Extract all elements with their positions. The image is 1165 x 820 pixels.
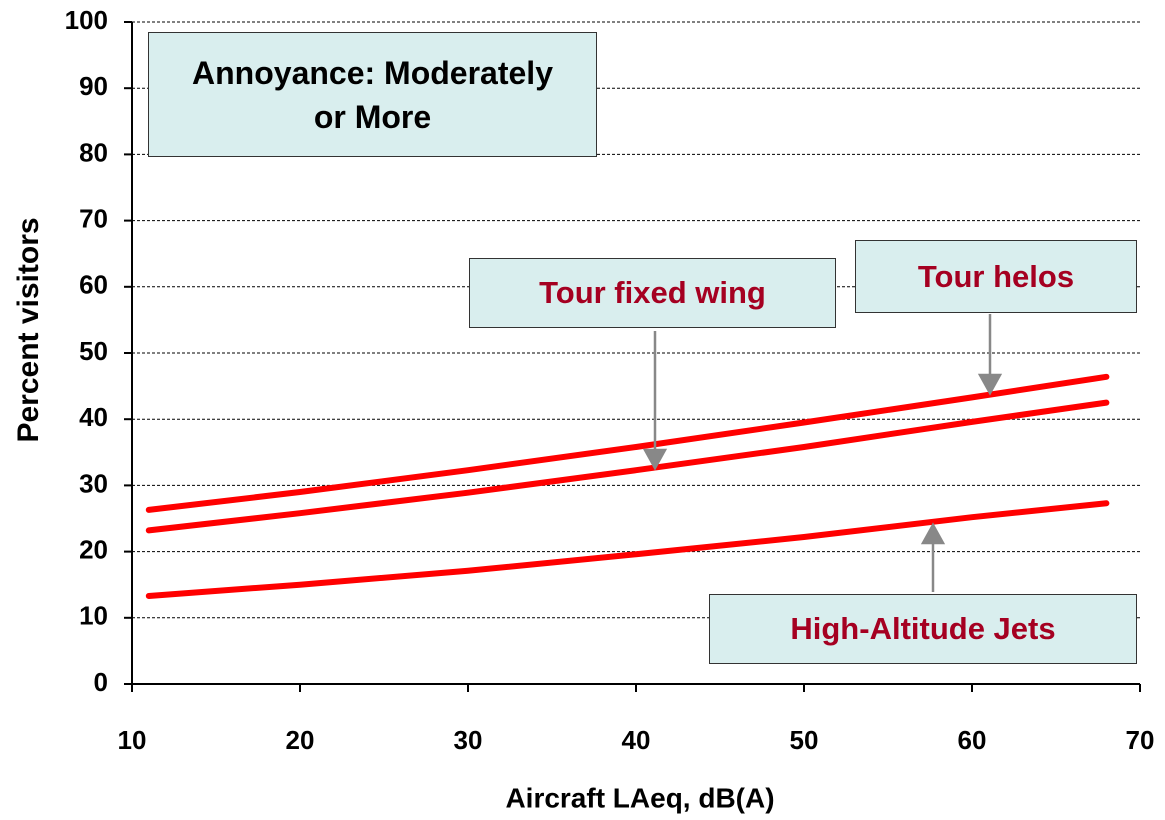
x-tick-label: 30: [454, 725, 483, 755]
arrow-head: [977, 373, 1003, 396]
x-tick-label: 10: [118, 725, 147, 755]
y-axis-label: Percent visitors: [12, 217, 45, 442]
annotation: High-Altitude Jets: [709, 594, 1137, 664]
x-tick-label: 70: [1126, 725, 1155, 755]
y-tick-label: 70: [79, 203, 108, 233]
title-box: Annoyance: Moderately or More: [148, 32, 597, 157]
y-tick-label: 20: [79, 534, 108, 564]
x-tick-label: 60: [958, 725, 987, 755]
series-line: [145, 500, 1110, 599]
arrows: [642, 314, 1003, 592]
y-tick-label: 60: [79, 270, 108, 300]
arrow-head: [642, 448, 668, 471]
annotation: Tour helos: [855, 240, 1137, 313]
x-axis-label: Aircraft LAeq, dB(A): [505, 782, 774, 813]
series-line: [145, 399, 1110, 534]
annotation: Tour fixed wing: [469, 258, 836, 328]
y-tick-label: 0: [94, 667, 108, 697]
arrow-head: [920, 522, 946, 545]
series-line: [145, 373, 1110, 513]
y-tick-label: 90: [79, 71, 108, 101]
plot: 0 10 20 30 40 50 60 70 80 90 100 10 20 30 40 50 60 70: [65, 5, 1155, 755]
y-tick-label: 80: [79, 137, 108, 167]
x-tick-label: 50: [790, 725, 819, 755]
y-tick-label: 10: [79, 601, 108, 631]
y-tick-label: 40: [79, 402, 108, 432]
y-tick-label: 100: [65, 5, 108, 35]
x-tick-label: 20: [286, 725, 315, 755]
y-tick-label: 50: [79, 336, 108, 366]
y-tick-label: 30: [79, 468, 108, 498]
x-tick-label: 40: [622, 725, 651, 755]
